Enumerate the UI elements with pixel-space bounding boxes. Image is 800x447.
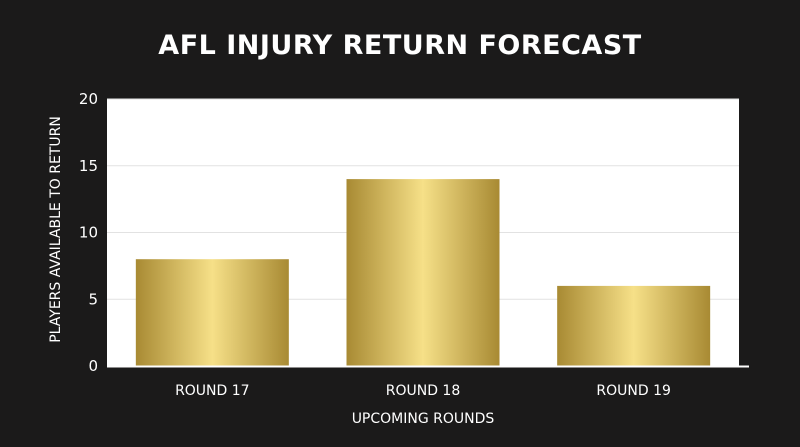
chart-title: AFL INJURY RETURN FORECAST (158, 30, 642, 61)
x-axis-ticks: ROUND 17 ROUND 18 ROUND 19 (175, 383, 671, 399)
y-tick-label: 0 (88, 357, 98, 375)
y-tick-label: 15 (79, 157, 98, 175)
y-tick-label: 5 (88, 290, 98, 308)
y-tick-label: 20 (79, 90, 98, 108)
x-tick-label: ROUND 18 (386, 383, 461, 399)
bar-round-17 (135, 259, 289, 366)
x-axis-title: UPCOMING ROUNDS (352, 411, 495, 427)
y-axis-ticks: 0 5 10 15 20 (79, 90, 98, 375)
bar-round-18 (346, 179, 500, 366)
y-tick-label: 10 (79, 224, 98, 242)
x-tick-label: ROUND 17 (175, 383, 250, 399)
x-tick-label: ROUND 19 (596, 383, 671, 399)
bar-round-19 (557, 285, 711, 366)
bars (135, 179, 711, 366)
y-axis-title: PLAYERS AVAILABLE TO RETURN (48, 116, 64, 343)
